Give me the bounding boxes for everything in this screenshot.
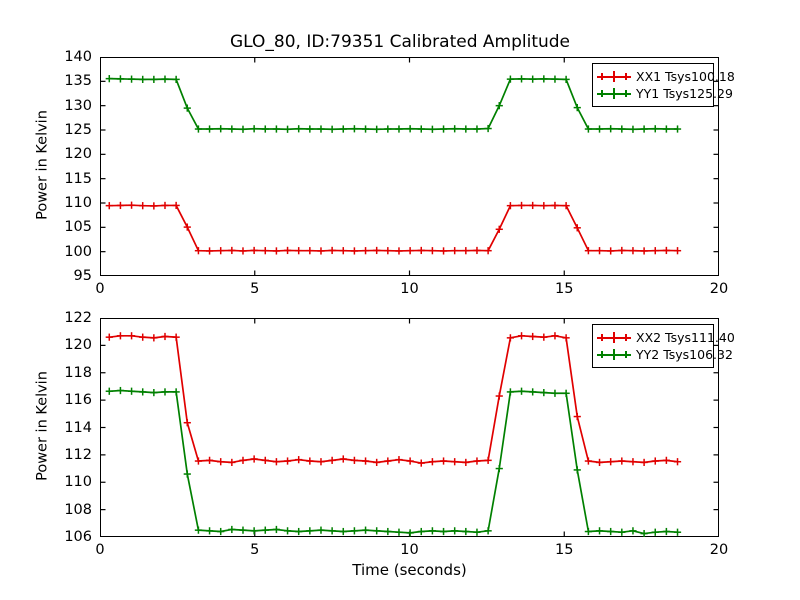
top-y-tick-label: 135	[64, 73, 92, 90]
top-y-tick-label: 125	[64, 122, 92, 138]
legend-entry-label: YY2 Tsys106.32	[636, 347, 733, 362]
data-series-markers	[105, 201, 682, 255]
bottom-panel-legend: XX2 Tsys111.40 YY2 Tsys106.32	[592, 324, 735, 368]
top-y-tick-label: 110	[64, 195, 92, 211]
bottom-y-tick-label: 118	[64, 364, 92, 381]
bottom-x-tick-label: 10	[400, 542, 419, 558]
bottom-y-tick-label: 112	[64, 446, 92, 463]
top-x-tick-label: 5	[250, 281, 260, 297]
top-x-tick-label: 15	[555, 281, 574, 297]
legend-entry[interactable]: YY2 Tsys106.32	[597, 346, 733, 363]
page-title: GLO_80, ID:79351 Calibrated Amplitude	[229, 32, 571, 52]
bottom-x-tick-label: 15	[555, 542, 574, 558]
legend-entry-label: YY1 Tsys125.29	[636, 86, 733, 101]
top-x-tick-label: 0	[95, 281, 105, 297]
data-series-markers	[105, 386, 682, 537]
legend-entry[interactable]: XX1 Tsys100.18	[597, 68, 735, 85]
bottom-panel-y-axis-label: Power in Kelvin	[34, 370, 50, 481]
top-y-tick-label: 120	[64, 146, 92, 163]
bottom-x-tick-label: 5	[250, 542, 260, 558]
bottom-y-tick-label: 116	[64, 392, 92, 409]
top-panel-legend: XX1 Tsys100.18 YY1 Tsys125.29	[592, 63, 735, 107]
top-y-tick-label: 130	[64, 97, 92, 114]
legend-line-sample-icon	[597, 348, 631, 361]
bottom-y-tick-label: 106	[64, 529, 92, 545]
top-y-tick-label: 140	[64, 49, 92, 65]
legend-entry-label: XX2 Tsys111.40	[636, 330, 735, 345]
top-y-tick-label: 95	[73, 268, 92, 284]
bottom-x-tick-label: 0	[95, 542, 105, 558]
bottom-y-tick-label: 110	[64, 474, 92, 491]
data-series-line	[109, 334, 678, 464]
top-x-tick-label: 20	[709, 281, 729, 297]
data-series-line	[109, 77, 678, 131]
x-axis-label: Time (seconds)	[352, 561, 467, 579]
data-series-line	[109, 204, 678, 252]
bottom-panel-data-layer	[100, 318, 719, 537]
legend-entry[interactable]: XX2 Tsys111.40	[597, 329, 735, 346]
bottom-x-tick-label: 20	[709, 542, 729, 558]
legend-line-sample-icon	[597, 87, 631, 100]
top-panel-data-layer	[100, 57, 719, 276]
bottom-y-tick-label: 108	[64, 501, 92, 518]
bottom-y-tick-label: 114	[64, 419, 92, 436]
data-series-markers	[105, 332, 682, 467]
top-y-tick-label: 105	[64, 219, 92, 236]
top-y-tick-label: 100	[64, 243, 92, 260]
top-panel-y-axis-label: Power in Kelvin	[34, 109, 50, 220]
data-series-line	[109, 389, 678, 535]
legend-line-sample-icon	[597, 331, 631, 344]
legend-entry[interactable]: YY1 Tsys125.29	[597, 85, 733, 102]
data-series-markers	[105, 75, 682, 133]
bottom-y-tick-label: 122	[64, 310, 92, 326]
top-y-tick-label: 115	[64, 170, 92, 187]
bottom-y-tick-label: 120	[64, 337, 92, 354]
legend-line-sample-icon	[597, 70, 631, 83]
legend-entry-label: XX1 Tsys100.18	[636, 69, 735, 84]
top-x-tick-label: 10	[400, 281, 419, 297]
